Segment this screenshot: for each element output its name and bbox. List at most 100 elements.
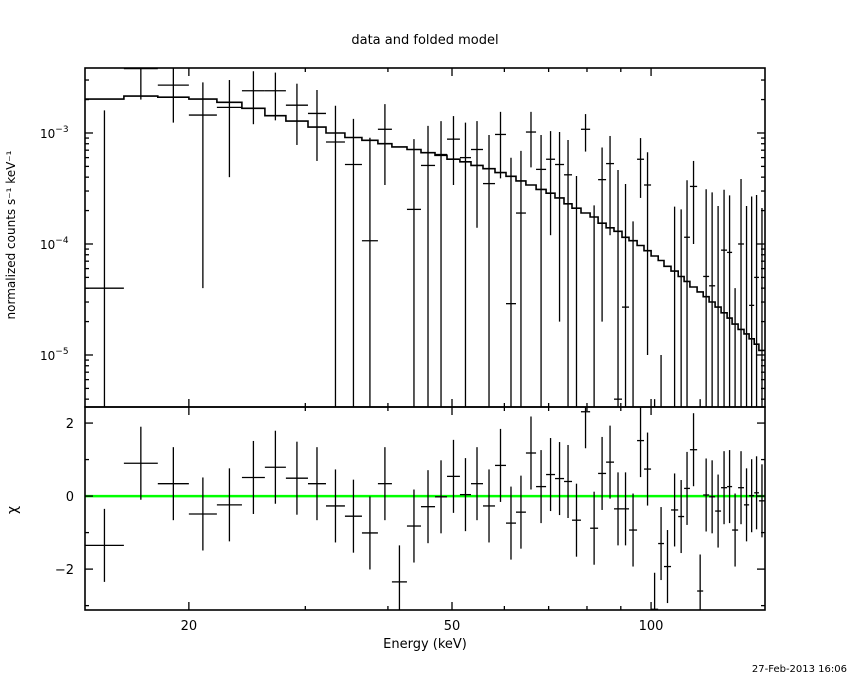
- data-point: [285, 83, 308, 145]
- residual-point: [658, 507, 664, 581]
- residual-tick-label: 2: [66, 417, 74, 432]
- data-point: [721, 189, 728, 407]
- residual-point: [678, 480, 685, 554]
- residual-point: [157, 447, 189, 521]
- plot-marks: [85, 68, 765, 610]
- data-point: [406, 139, 421, 407]
- x-tick-label: 20: [181, 619, 198, 634]
- data-point: [123, 68, 158, 100]
- residual-point: [598, 436, 607, 510]
- residual-point: [738, 451, 744, 525]
- chart-title: data and folded model: [351, 33, 498, 48]
- residual-point: [697, 554, 704, 610]
- data-point: [483, 134, 496, 407]
- data-point: [606, 135, 615, 236]
- residual-point: [580, 407, 591, 449]
- data-point: [536, 134, 547, 407]
- data-point: [216, 80, 242, 178]
- data-point: [546, 131, 556, 236]
- y-axis-label-residuals: χ: [5, 506, 21, 514]
- residual-point: [629, 493, 638, 567]
- data-point: [325, 105, 345, 407]
- data-point: [580, 114, 591, 152]
- data-point: [709, 192, 716, 407]
- residual-point: [505, 486, 516, 560]
- model-histogram: [85, 95, 765, 352]
- data-point: [471, 121, 484, 228]
- residual-point: [754, 456, 759, 530]
- data-point: [614, 170, 623, 407]
- residual-point: [361, 496, 378, 570]
- data-point: [241, 71, 265, 125]
- residual-point: [447, 439, 460, 513]
- residual-frame: [84, 406, 766, 611]
- data-point: [307, 89, 326, 161]
- residual-point: [123, 426, 158, 500]
- residual-point: [564, 444, 573, 518]
- residual-point: [590, 491, 599, 565]
- residual-point: [459, 458, 472, 532]
- data-point: [264, 72, 286, 121]
- residual-point: [515, 475, 526, 549]
- spectrum-marks: [85, 68, 765, 407]
- residual-point: [637, 407, 645, 478]
- data-point: [459, 122, 472, 407]
- data-point: [361, 137, 378, 407]
- data-point: [727, 195, 733, 407]
- residual-point: [732, 493, 739, 567]
- data-point: [622, 184, 630, 407]
- residual-point: [749, 459, 755, 533]
- residual-point: [483, 469, 496, 543]
- residual-tick-label: 0: [66, 490, 74, 505]
- data-point: [738, 179, 744, 407]
- residual-point: [495, 428, 506, 502]
- residual-point: [715, 474, 722, 548]
- y-tick-label: 10−4: [40, 236, 69, 252]
- residual-point: [525, 416, 537, 490]
- residual-point: [391, 545, 407, 610]
- residual-marks: [85, 407, 765, 610]
- residual-point: [420, 470, 436, 544]
- data-point: [598, 147, 607, 322]
- data-point: [447, 116, 460, 185]
- x-tick-label: 50: [444, 619, 461, 634]
- residual-point: [689, 413, 698, 487]
- timestamp: 27-Feb-2013 16:06: [752, 664, 847, 675]
- residual-point: [622, 472, 630, 546]
- data-point: [689, 160, 698, 244]
- residual-point: [241, 440, 265, 514]
- residual-point: [285, 441, 308, 515]
- residual-point: [471, 447, 484, 521]
- y-axis-label-spectrum: normalized counts s⁻¹ keV⁻¹: [4, 150, 18, 319]
- residual-point: [377, 447, 392, 521]
- residual-point: [406, 489, 421, 563]
- data-point: [188, 82, 217, 289]
- residual-point: [435, 460, 448, 534]
- residual-point: [555, 442, 565, 516]
- data-point: [555, 132, 565, 322]
- residual-point: [546, 438, 556, 512]
- data-point: [684, 180, 690, 407]
- data-point: [525, 111, 537, 168]
- residual-point: [188, 477, 217, 551]
- residual-tick-label: −2: [55, 563, 74, 578]
- residual-point: [743, 468, 750, 542]
- residual-point: [536, 450, 547, 524]
- spectrum-frame: [84, 67, 766, 408]
- data-point: [377, 104, 392, 185]
- residual-point: [721, 451, 728, 525]
- residual-point: [709, 460, 716, 534]
- data-point: [85, 110, 124, 407]
- y-tick-label: 10−5: [40, 347, 69, 363]
- data-point: [420, 125, 436, 407]
- residual-point: [684, 451, 690, 525]
- data-point: [564, 139, 573, 407]
- data-point: [637, 138, 645, 198]
- residual-point: [85, 508, 124, 582]
- data-point: [644, 152, 652, 355]
- data-point: [505, 157, 516, 407]
- x-axis-label: Energy (keV): [383, 637, 467, 652]
- residual-point: [727, 450, 733, 524]
